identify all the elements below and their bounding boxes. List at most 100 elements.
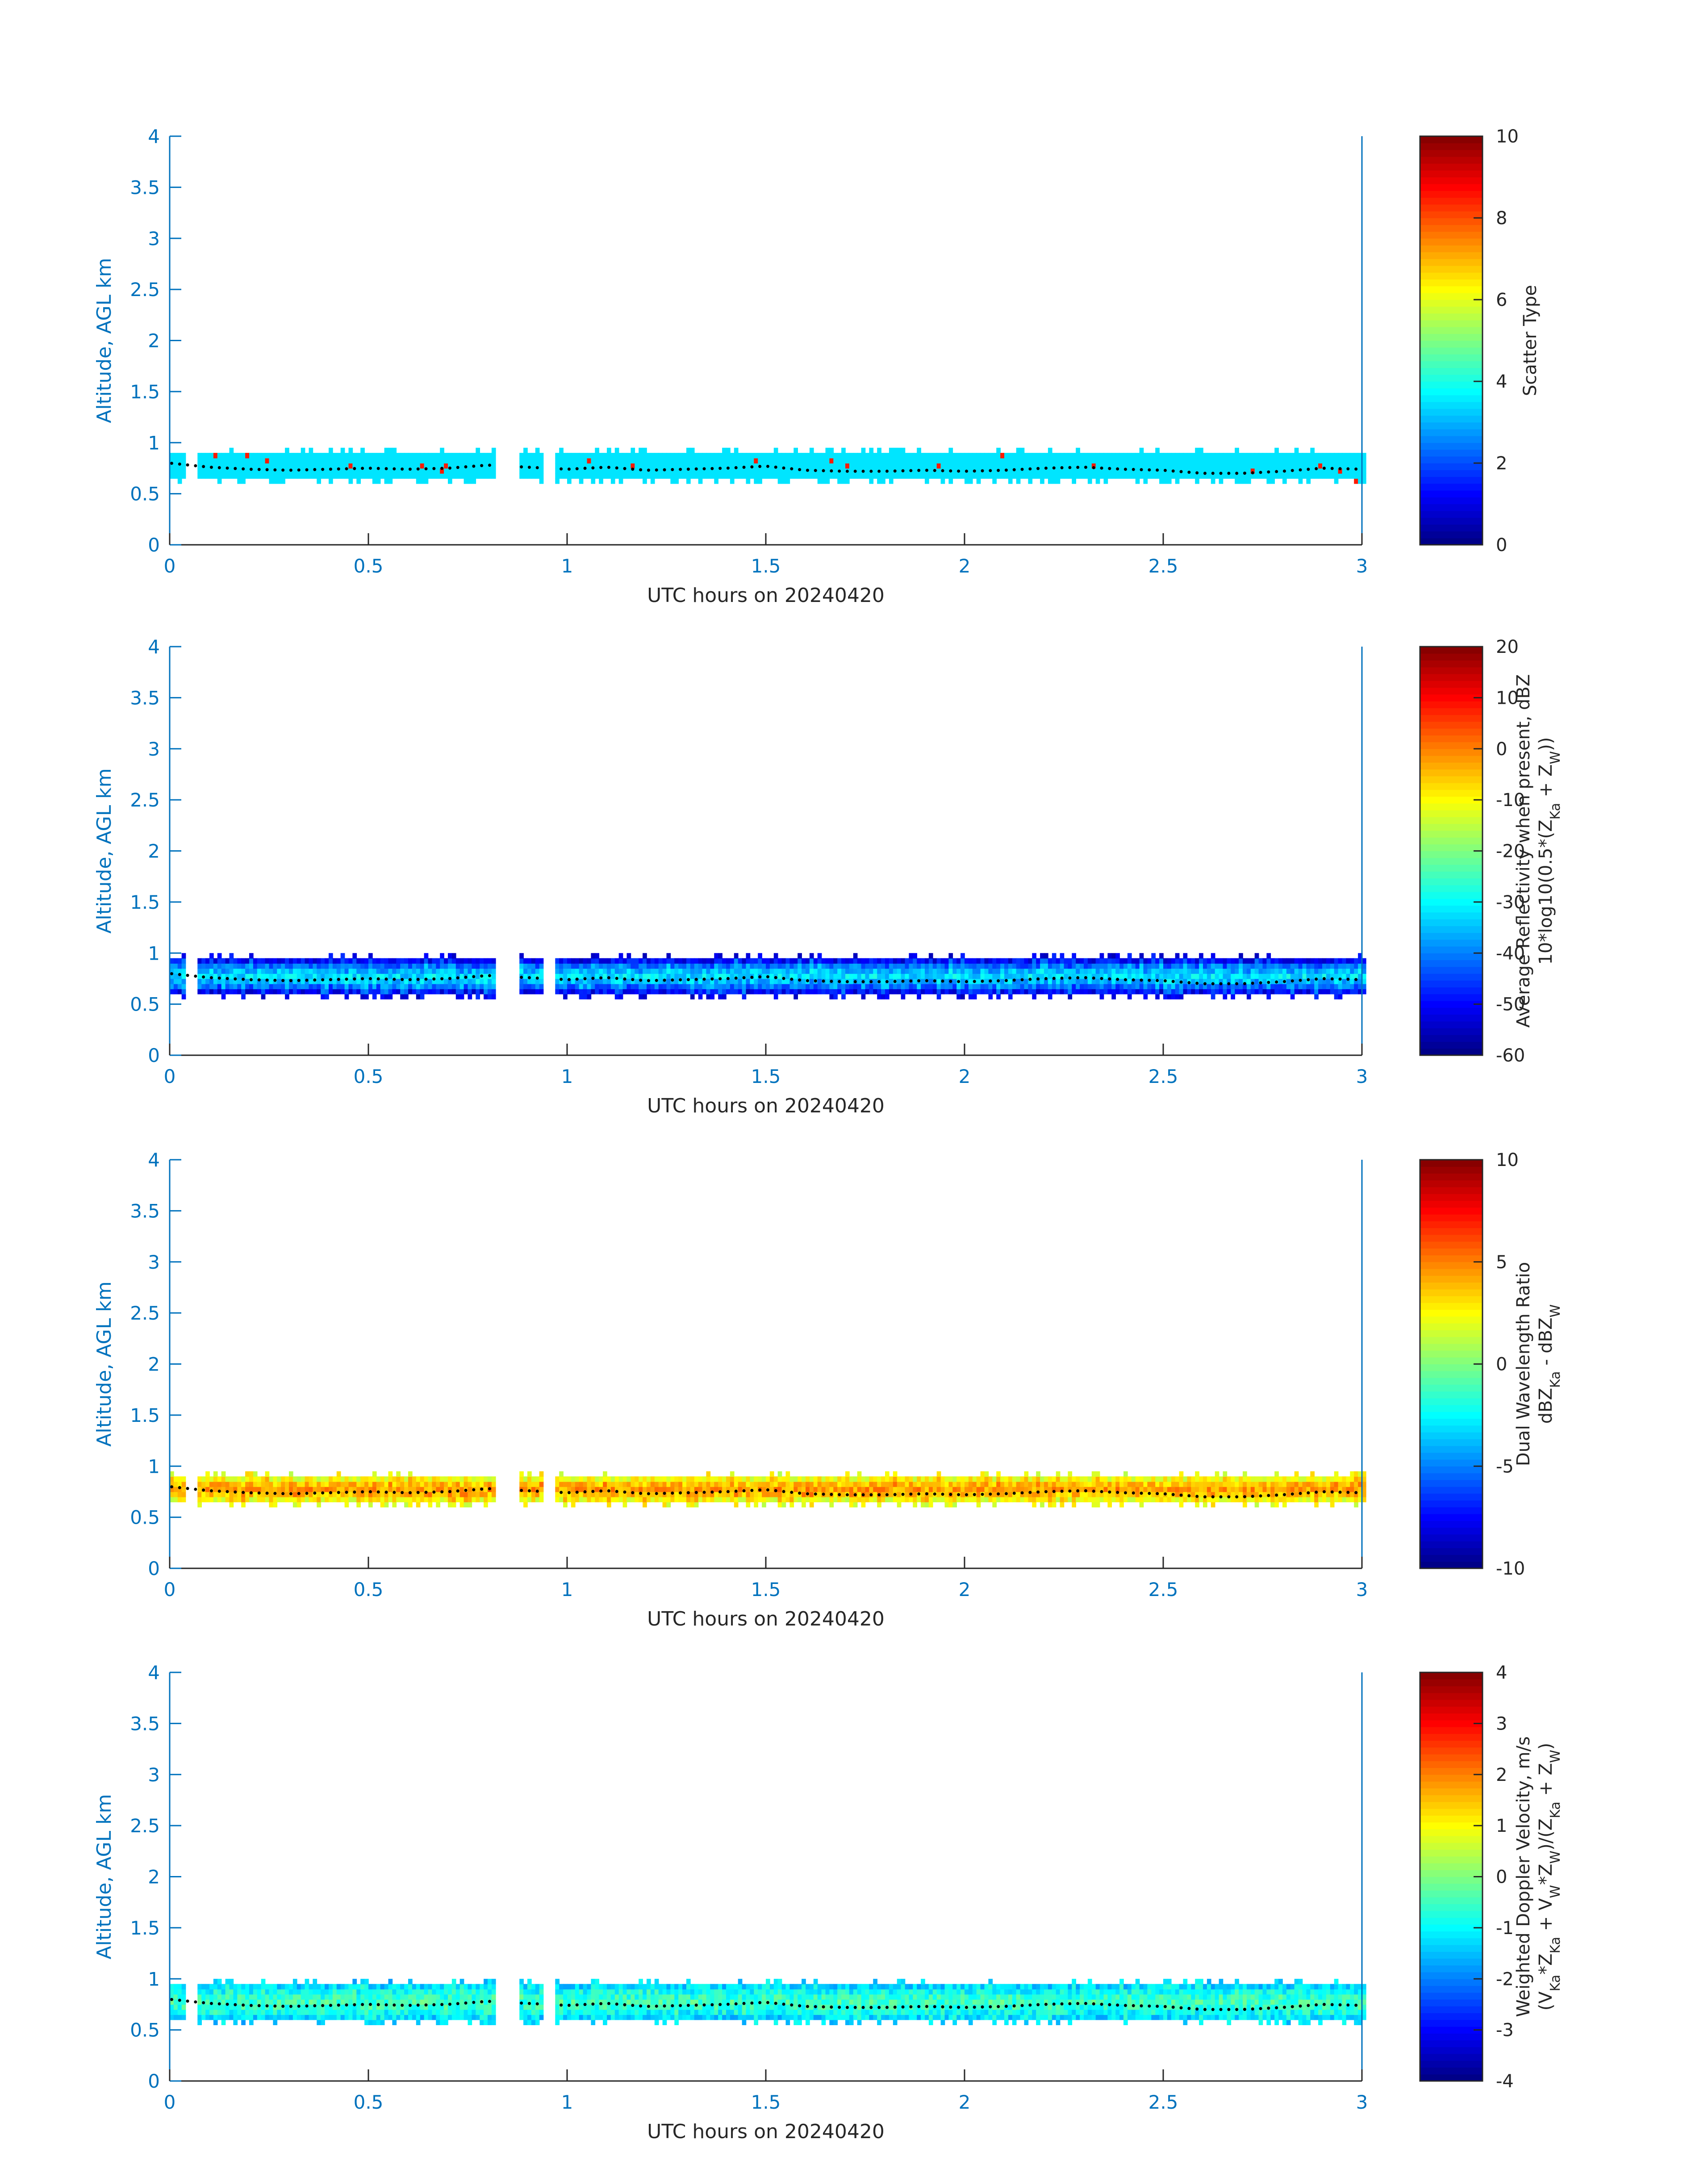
heatmap-cell	[400, 963, 405, 969]
colorbar-segment	[1420, 966, 1482, 974]
colorbar-segment	[1420, 905, 1482, 913]
heatmap-cell	[296, 1481, 301, 1487]
heatmap-cell	[607, 968, 611, 974]
heatmap-cell	[662, 968, 667, 974]
heatmap-cell	[678, 1481, 683, 1487]
heatmap-cell	[1072, 983, 1076, 990]
heatmap-cell	[317, 968, 321, 974]
heatmap-cell	[245, 453, 250, 459]
heatmap-cell	[571, 468, 576, 474]
heatmap-cell	[706, 978, 711, 984]
heatmap-cell	[201, 1476, 206, 1482]
cloud-base-point	[718, 977, 722, 981]
heatmap-cell	[1338, 994, 1343, 999]
heatmap-cell	[1119, 963, 1124, 969]
heatmap-cell	[249, 463, 254, 469]
heatmap-cell	[984, 983, 989, 990]
heatmap-cell	[1028, 978, 1033, 984]
heatmap-cell	[420, 1496, 425, 1503]
heatmap-cell	[738, 983, 743, 990]
heatmap-cell	[762, 453, 766, 459]
heatmap-cell	[599, 1496, 603, 1503]
heatmap-cell	[400, 1487, 405, 1492]
cloud-base-point	[560, 978, 563, 981]
heatmap-cell	[746, 968, 751, 974]
heatmap-cell	[340, 958, 345, 964]
heatmap-cell	[1314, 453, 1319, 459]
heatmap-cell	[237, 983, 242, 990]
heatmap-cell	[1330, 978, 1335, 984]
heatmap-cell	[1103, 458, 1108, 464]
heatmap-cell	[301, 989, 305, 994]
heatmap-cell	[901, 994, 906, 999]
heatmap-cell	[1175, 994, 1180, 999]
heatmap-cell	[948, 989, 953, 994]
heatmap-cell	[913, 983, 917, 990]
heatmap-cell	[396, 1496, 401, 1503]
heatmap-cell	[257, 974, 262, 979]
heatmap-cell	[392, 1492, 397, 1497]
heatmap-cell	[265, 473, 270, 479]
cloud-base-point	[997, 979, 1000, 982]
heatmap-cell	[392, 968, 397, 974]
heatmap-cell	[325, 994, 329, 999]
heatmap-cell	[476, 974, 480, 979]
heatmap-cell	[1215, 958, 1219, 964]
cloud-base-point	[1076, 465, 1080, 469]
colorbar-segment	[1420, 292, 1482, 300]
heatmap-cell	[257, 473, 262, 479]
heatmap-cell	[451, 974, 456, 979]
heatmap-cell	[806, 974, 810, 979]
heatmap-cell	[821, 458, 826, 464]
heatmap-cell	[1310, 463, 1315, 469]
heatmap-cell	[766, 453, 770, 459]
heatmap-cell	[913, 468, 917, 474]
heatmap-cell	[1060, 458, 1065, 464]
heatmap-cell	[1219, 473, 1224, 479]
heatmap-cell	[992, 983, 997, 990]
heatmap-cell	[603, 453, 607, 459]
heatmap-cell	[229, 447, 234, 453]
heatmap-cell	[229, 463, 234, 469]
heatmap-cell	[889, 978, 894, 984]
heatmap-cell	[1012, 958, 1017, 964]
heatmap-cell	[1143, 963, 1148, 969]
heatmap-cell	[400, 463, 405, 469]
heatmap-cell	[392, 958, 397, 964]
heatmap-cell	[718, 963, 722, 969]
heatmap-cell	[1235, 453, 1239, 459]
heatmap-cell	[817, 953, 822, 959]
heatmap-cell	[555, 468, 560, 474]
heatmap-cell	[1060, 978, 1065, 984]
heatmap-cell	[1115, 978, 1120, 984]
heatmap-cell	[1310, 468, 1315, 474]
heatmap-cell	[694, 983, 699, 990]
heatmap-cell	[1207, 968, 1211, 974]
heatmap-cell	[237, 1481, 242, 1487]
heatmap-cell	[241, 468, 246, 474]
heatmap-cell	[523, 989, 528, 994]
heatmap-cell	[626, 1496, 631, 1503]
heatmap-cell	[455, 983, 460, 990]
cloud-base-point	[814, 469, 817, 472]
heatmap-cell	[956, 974, 961, 979]
heatmap-cell	[678, 1487, 683, 1492]
heatmap-cell	[1254, 953, 1259, 959]
heatmap-cell	[384, 458, 389, 464]
heatmap-cell	[360, 453, 365, 459]
heatmap-cell	[610, 1476, 615, 1482]
heatmap-cell	[412, 978, 417, 984]
heatmap-cell	[1318, 453, 1323, 459]
heatmap-cell	[1203, 989, 1207, 994]
heatmap-cell	[738, 458, 743, 464]
heatmap-cell	[329, 958, 333, 964]
heatmap-cell	[650, 963, 655, 969]
heatmap-cell	[1215, 453, 1219, 459]
heatmap-cell	[1362, 968, 1366, 974]
heatmap-cell	[603, 473, 607, 479]
heatmap-cell	[245, 1471, 250, 1477]
colorbar-segment	[1420, 518, 1482, 525]
heatmap-cell	[285, 978, 289, 984]
heatmap-cell	[643, 978, 647, 984]
heatmap-cell	[662, 473, 667, 479]
